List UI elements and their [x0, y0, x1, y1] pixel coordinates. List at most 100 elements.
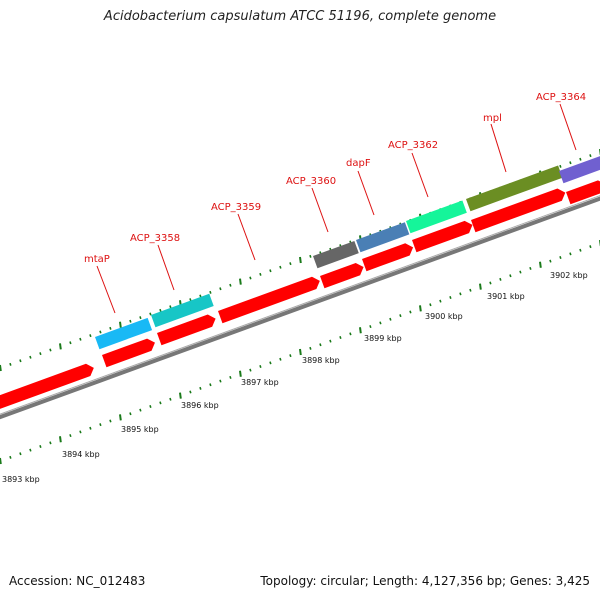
minor-tick [279, 265, 282, 269]
minor-tick [339, 335, 342, 339]
gene-dapF-feature[interactable] [356, 222, 410, 253]
minor-tick [129, 412, 132, 416]
major-tick [59, 343, 62, 350]
scale-label-3900: 3900 kbp [425, 312, 463, 321]
label-leader-ACP_3362 [411, 152, 429, 198]
minor-tick [369, 325, 372, 329]
gene-mtaP-feature[interactable] [95, 317, 153, 350]
cds-arrows [0, 178, 600, 411]
scale-label-3897: 3897 kbp [241, 378, 279, 387]
major-tick [0, 364, 2, 372]
cds-arrow[interactable] [362, 241, 415, 272]
minor-tick [509, 274, 512, 278]
minor-tick [409, 310, 412, 314]
minor-tick [469, 288, 472, 292]
gene-mpl-feature[interactable] [466, 165, 563, 212]
gene-label-mtaP: mtaP [84, 254, 110, 265]
cds-arrow[interactable] [471, 186, 568, 233]
minor-tick [109, 419, 112, 423]
minor-tick [219, 379, 222, 383]
cds-arrow[interactable] [412, 219, 475, 253]
scale-label-3896: 3896 kbp [181, 401, 219, 410]
minor-tick [489, 281, 492, 285]
minor-tick [19, 452, 22, 456]
gene-label-ACP_3358: ACP_3358 [130, 233, 180, 244]
cds-arrow[interactable] [102, 337, 157, 368]
inner-tick-row [0, 240, 600, 465]
major-tick [539, 261, 542, 268]
gene-label-ACP_3364: ACP_3364 [536, 92, 586, 103]
minor-tick [209, 290, 212, 294]
minor-tick [9, 362, 12, 366]
minor-tick [389, 317, 392, 321]
gene-ACP_3358-feature[interactable] [151, 293, 214, 328]
minor-tick [229, 283, 232, 287]
minor-tick [159, 401, 162, 405]
minor-tick [229, 375, 232, 379]
minor-tick [449, 296, 452, 299]
minor-tick [39, 352, 42, 356]
minor-tick [269, 269, 272, 273]
scale-label-3899: 3899 kbp [364, 334, 402, 343]
major-tick [59, 436, 62, 443]
minor-tick [19, 359, 22, 363]
cds-arrow[interactable] [566, 178, 600, 205]
major-tick [299, 348, 302, 356]
minor-tick [89, 426, 92, 430]
colored-features [95, 155, 600, 350]
gene-ACP_3364-feature[interactable] [559, 155, 600, 184]
scale-label-3895: 3895 kbp [121, 425, 159, 434]
major-tick [0, 457, 2, 465]
gene-ACP_3360-feature[interactable] [313, 240, 359, 269]
accession-text: Accession: NC_012483 [9, 574, 146, 588]
gene-ACP_3362-feature[interactable] [406, 200, 467, 234]
minor-tick [159, 308, 162, 312]
minor-tick [209, 383, 212, 387]
minor-tick [89, 334, 92, 338]
minor-tick [139, 316, 142, 320]
minor-tick [69, 341, 72, 345]
genome-summary-text: Topology: circular; Length: 4,127,356 bp… [260, 574, 590, 588]
cds-arrow[interactable] [0, 362, 96, 411]
gene-label-ACP_3362: ACP_3362 [388, 140, 438, 151]
minor-tick [169, 397, 172, 401]
minor-tick [579, 248, 582, 252]
minor-tick [49, 348, 52, 352]
minor-tick [279, 357, 282, 361]
minor-tick [309, 254, 312, 258]
minor-tick [149, 405, 152, 408]
scale-labels: 3893 kbp 3894 kbp 3895 kbp 3896 kbp 3897… [2, 271, 588, 484]
scale-label-3902: 3902 kbp [550, 271, 588, 280]
minor-tick [349, 332, 352, 336]
minor-tick [169, 305, 172, 309]
cds-arrow[interactable] [320, 261, 366, 289]
minor-tick [589, 245, 592, 249]
minor-tick [249, 368, 252, 372]
major-tick [419, 305, 422, 312]
minor-tick [199, 386, 202, 390]
minor-tick [269, 361, 272, 365]
cds-arrow[interactable] [218, 275, 322, 324]
major-tick [239, 370, 242, 377]
genome-backbone-highlight [0, 195, 600, 415]
minor-tick [589, 154, 592, 158]
label-leader-ACP_3359 [237, 213, 256, 261]
label-leader-dapF [357, 170, 375, 216]
label-leader-ACP_3364 [559, 103, 577, 151]
cds-arrow[interactable] [157, 312, 218, 346]
genome-backbone [0, 196, 600, 420]
map-title: Acidobacterium capsulatum ATCC 51196, co… [103, 9, 497, 24]
major-tick [359, 327, 362, 334]
minor-tick [429, 303, 432, 307]
minor-tick [569, 252, 572, 256]
scale-label-3894: 3894 kbp [62, 450, 100, 459]
minor-tick [29, 448, 32, 452]
minor-tick [249, 276, 252, 280]
minor-tick [39, 444, 42, 448]
major-tick [179, 392, 182, 399]
scale-label-3898: 3898 kbp [302, 356, 340, 365]
minor-tick [569, 161, 572, 165]
major-tick [119, 321, 122, 328]
major-tick [239, 278, 242, 285]
